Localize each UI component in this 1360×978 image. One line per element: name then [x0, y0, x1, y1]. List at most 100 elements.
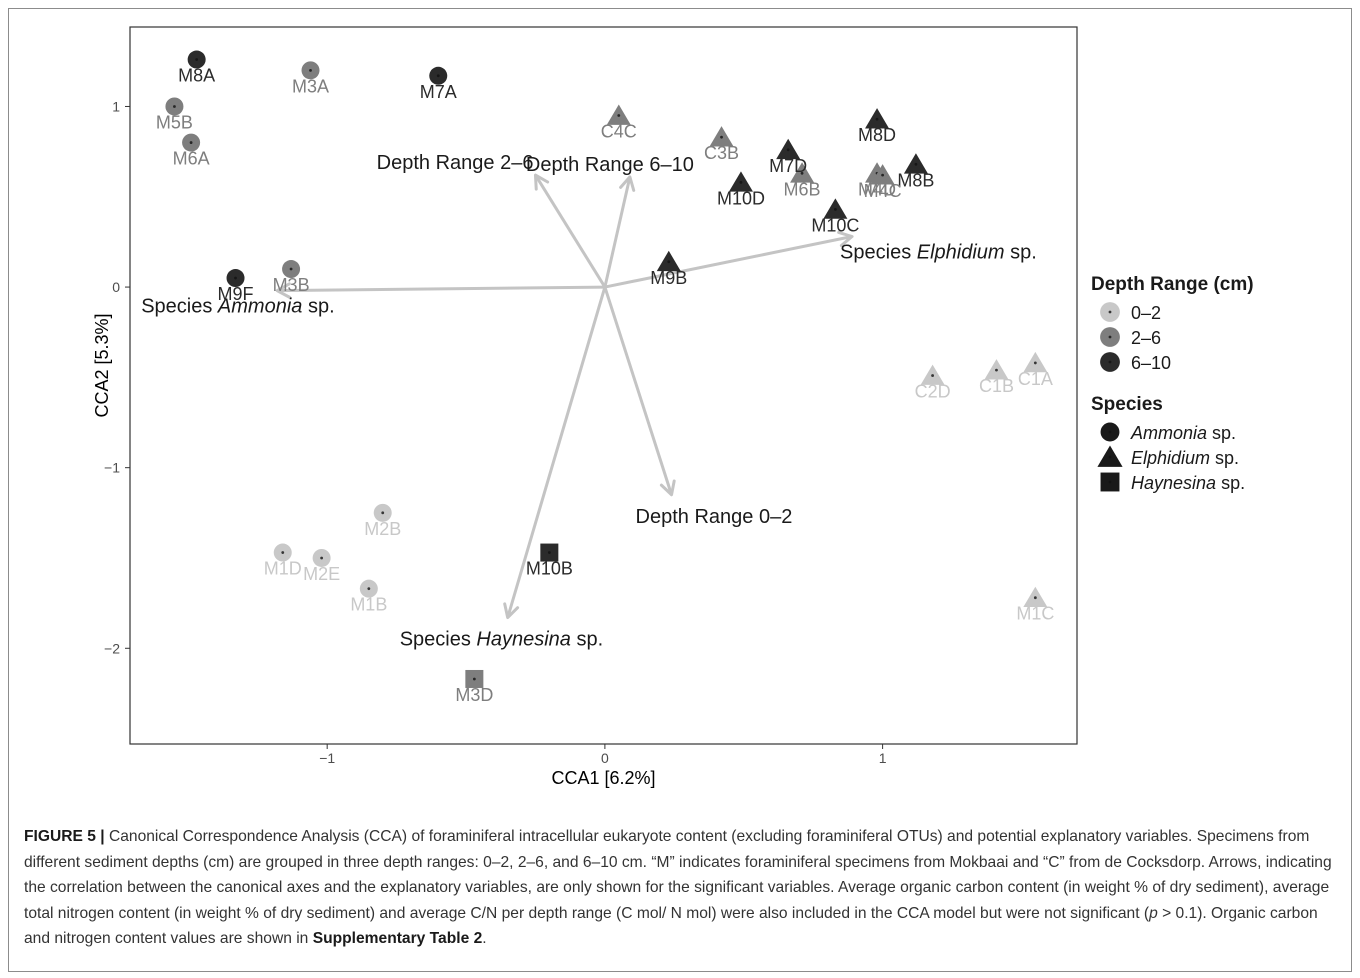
legend-title: Depth Range (cm): [1091, 274, 1254, 295]
point-label: M7A: [420, 82, 457, 102]
legend-label: 2–6: [1131, 328, 1161, 348]
point-label: M10D: [717, 188, 765, 208]
point-m1d: [273, 543, 292, 562]
caption-after-p: > 0.1). Organic carbon and nitrogen cont…: [24, 904, 1318, 948]
point-m4c: [870, 164, 895, 185]
x-tick-label: 1: [879, 750, 887, 766]
point-label: M1B: [350, 595, 387, 615]
arrow-label: Depth Range 6–10: [526, 154, 694, 176]
arrow-line: [603, 286, 673, 496]
legend-label: 6–10: [1131, 353, 1171, 373]
point-label: M6B: [784, 179, 821, 199]
point-label: M1C: [1016, 604, 1054, 624]
legend-depth: Depth Range (cm) 0–2 2–6 6–10: [1091, 274, 1254, 373]
legend-key: [1100, 422, 1120, 442]
caption-lead: FIGURE 5 |: [24, 828, 105, 845]
arrow-label: Species Ammonia sp.: [141, 296, 334, 318]
arrow-head: [837, 230, 854, 248]
point-c1a: [1023, 351, 1048, 373]
legend-key: [1100, 302, 1120, 322]
point-c4c: [606, 104, 631, 125]
point-m8a: [187, 50, 206, 69]
legend-entry: 0–2: [1100, 302, 1161, 323]
legend-entry: Ammonia sp.: [1100, 422, 1236, 443]
legend-entry: Elphidium sp.: [1097, 445, 1239, 468]
arrow-label: Depth Range 2–6: [377, 152, 534, 174]
points: [165, 50, 1048, 688]
legend-entry: 2–6: [1100, 327, 1161, 348]
point-m8d: [865, 108, 890, 129]
point-label: C3B: [704, 143, 739, 163]
point-label: M10C: [811, 215, 859, 235]
legend-entry: 6–10: [1100, 352, 1171, 373]
point-label: M4D: [858, 179, 896, 199]
arrow-label: Species Haynesina sp.: [400, 629, 603, 651]
point-label: M4C: [864, 181, 902, 201]
point-label: M2B: [364, 519, 401, 539]
point-label: M9F: [218, 284, 254, 304]
point-m1c: [1023, 586, 1048, 608]
arrow-label: Species Elphidium sp.: [840, 242, 1037, 264]
legend-entry: Haynesina sp.: [1100, 472, 1245, 493]
y-tick-label: 0: [112, 279, 120, 295]
point-label: C1A: [1018, 369, 1053, 389]
legend-label: Elphidium sp.: [1131, 448, 1239, 468]
point-label: C1B: [979, 376, 1014, 396]
point-label: M6A: [173, 149, 210, 169]
plot-panel: [129, 26, 1078, 745]
point-m9b: [656, 250, 681, 272]
point-label: M7D: [769, 156, 807, 176]
point-label: M10B: [526, 559, 573, 579]
figure-frame: [8, 8, 1352, 972]
point-label: M3B: [273, 275, 310, 295]
point-m3b: [282, 260, 301, 279]
point-m9f: [226, 269, 245, 288]
point-label: M1D: [264, 559, 302, 579]
cca-biplot: −1 0 1 −2 −1 0 1 CCA1 [6.2%] CCA2 [5.3%] Depth Ra…: [92, 26, 1254, 788]
caption-text: Canonical Correspondence Analysis (CCA) …: [24, 828, 1332, 922]
point-m10c: [823, 198, 848, 219]
arrow-label: Depth Range 0–2: [636, 506, 793, 528]
arrow-line: [277, 285, 605, 293]
point-label: M8A: [178, 66, 215, 86]
point-c3b: [709, 126, 734, 147]
legend-key: [1100, 327, 1120, 347]
legend-key: [1097, 445, 1123, 467]
point-m3a: [301, 61, 320, 80]
arrow-head: [275, 282, 292, 299]
point-m7a: [429, 66, 448, 85]
point-label: M8B: [897, 170, 934, 190]
point-m6b: [790, 162, 815, 183]
point-c1b: [984, 359, 1009, 380]
arrow-head: [619, 175, 636, 192]
point-m8b: [903, 153, 928, 174]
point-label: M5B: [156, 112, 193, 132]
y-tick-label: 1: [112, 98, 120, 114]
point-m3d: [465, 669, 484, 688]
point-m10b: [540, 543, 559, 562]
point-label: M3A: [292, 76, 329, 96]
point-label: M2E: [303, 564, 340, 584]
point-label: M3D: [455, 685, 493, 705]
legend-title: Species: [1091, 394, 1163, 415]
point-label: M9B: [650, 268, 687, 288]
x-tick-label: −1: [319, 750, 335, 766]
arrow-head: [533, 173, 550, 191]
point-m2e: [312, 548, 331, 567]
legend-species: Species Ammonia sp. Elphidium sp. Haynesina…: [1091, 394, 1245, 493]
y-tick-label: −1: [104, 460, 120, 476]
point-label: C4C: [601, 121, 637, 141]
arrow-line: [506, 286, 607, 619]
arrow-line: [603, 176, 632, 288]
figure-caption: FIGURE 5 | Canonical Correspondence Anal…: [24, 824, 1340, 952]
arrow-line: [604, 235, 853, 289]
arrow-head: [659, 479, 676, 497]
legend-key: [1100, 472, 1120, 492]
legend-label: Haynesina sp.: [1131, 473, 1245, 493]
y-axis-title: CCA2 [5.3%]: [92, 313, 112, 417]
caption-p-symbol: p: [1149, 904, 1158, 922]
point-m2b: [373, 503, 392, 522]
x-axis-title: CCA1 [6.2%]: [551, 768, 655, 788]
arrow-line: [534, 174, 607, 288]
